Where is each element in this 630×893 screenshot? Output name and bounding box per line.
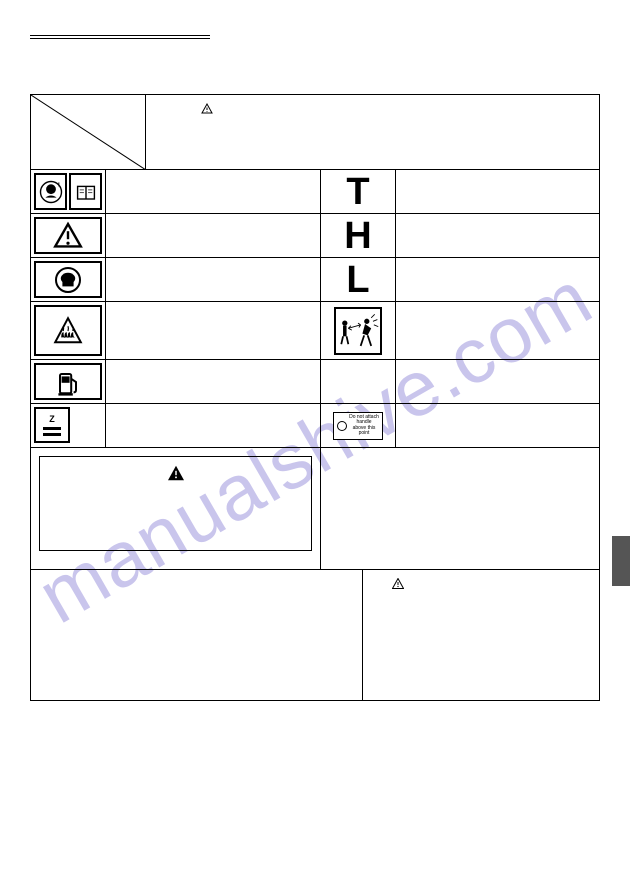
- icon-cell: Do not attach handle above this point: [321, 404, 396, 447]
- table-header-diagonal: [31, 95, 146, 169]
- icon-cell: [31, 360, 106, 403]
- letter-l-icon: L: [346, 261, 369, 299]
- symbol-table: i T H: [30, 94, 600, 701]
- warning-triangle-small-icon: [201, 103, 213, 115]
- icon-cell: [321, 360, 396, 403]
- icon-cell: [31, 214, 106, 257]
- side-tab: [612, 536, 630, 586]
- face-shield-icon: [34, 261, 102, 298]
- desc-cell: [363, 570, 599, 700]
- fuel-icon: [34, 363, 102, 400]
- desc-cell: [106, 258, 321, 301]
- desc-cell: [31, 570, 363, 700]
- icon-cell: [31, 258, 106, 301]
- icon-cell: [31, 302, 106, 359]
- desc-cell: [396, 258, 599, 301]
- letter-h-icon: H: [344, 217, 371, 255]
- letter-t-icon: T: [346, 173, 369, 211]
- desc-cell: [396, 302, 599, 359]
- desc-cell: [396, 360, 599, 403]
- handle-position-label-icon: Do not attach handle above this point: [333, 412, 383, 440]
- desc-cell: [396, 214, 599, 257]
- icon-cell: T: [321, 170, 396, 213]
- table-header-row: [31, 95, 599, 170]
- desc-cell: [106, 214, 321, 257]
- desc-cell: [106, 302, 321, 359]
- table-row: H: [31, 214, 599, 258]
- table-row: Z Do not attach handle above this point: [31, 404, 599, 448]
- hot-surface-icon: [34, 305, 102, 356]
- table-row: L: [31, 258, 599, 302]
- svg-text:i: i: [58, 181, 60, 188]
- keep-distance-icon: [334, 307, 382, 355]
- icon-cell: i: [31, 170, 106, 213]
- handle-label-text: Do not attach handle above this point: [349, 415, 379, 437]
- desc-cell: [396, 170, 599, 213]
- icon-cell: Z: [31, 404, 106, 447]
- danger-warning-box: [39, 456, 312, 551]
- choke-icon: Z: [34, 407, 70, 443]
- page-content: i T H: [0, 0, 630, 893]
- warning-triangle-small-icon: [392, 578, 404, 589]
- desc-cell: [106, 170, 321, 213]
- icon-cell: L: [321, 258, 396, 301]
- desc-cell: [321, 448, 599, 569]
- desc-cell: [106, 404, 321, 447]
- table-row: i T: [31, 170, 599, 214]
- table-row: [31, 448, 599, 570]
- desc-cell: [396, 404, 599, 447]
- face-info-icon: i: [34, 173, 67, 210]
- danger-cell: [31, 448, 321, 569]
- table-row: [31, 570, 599, 700]
- table-header-cell: [146, 95, 599, 169]
- table-row: [31, 360, 599, 404]
- read-manual-icon: [69, 173, 102, 210]
- warning-triangle-solid-icon: [167, 465, 185, 481]
- header-rule-2: [30, 38, 210, 39]
- icon-cell: H: [321, 214, 396, 257]
- table-row: [31, 302, 599, 360]
- desc-cell: [106, 360, 321, 403]
- warning-triangle-icon: [34, 217, 102, 254]
- icon-cell: [321, 302, 396, 359]
- header-rule-1: [30, 35, 210, 36]
